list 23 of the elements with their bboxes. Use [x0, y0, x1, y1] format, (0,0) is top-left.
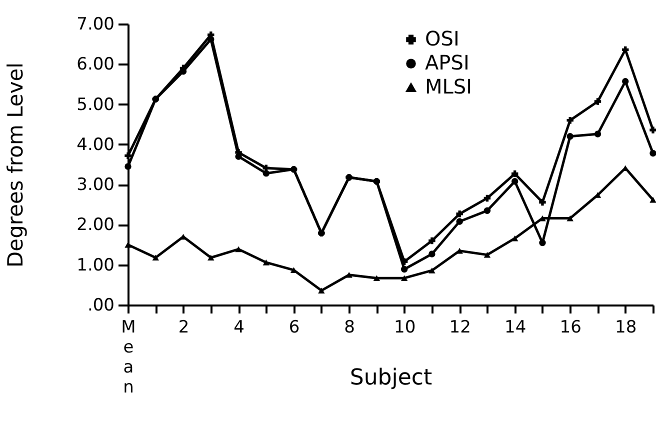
y-tick-label: 1.00 — [76, 255, 114, 276]
x-tick-label: 18 — [615, 318, 637, 338]
x-axis-title: Subject — [350, 366, 432, 390]
x-tick-label: 12 — [449, 318, 471, 338]
x-tick-label: 8 — [344, 318, 355, 338]
y-tick-label: 7.00 — [76, 14, 114, 34]
x-tick-label: 2 — [178, 318, 190, 338]
y-tick-label: 4.00 — [76, 134, 114, 155]
legend-label: APSI — [425, 50, 470, 75]
y-tick-label: .00 — [87, 296, 114, 316]
legend-label: MLSI — [425, 74, 472, 99]
x-tick-label: Mean — [121, 318, 136, 398]
y-tick-label: 2.00 — [76, 215, 114, 236]
legend-label: OSI — [425, 26, 460, 51]
y-axis-title: Degrees from Level — [4, 62, 28, 268]
x-tick-label: 16 — [560, 318, 582, 338]
y-tick-label: 5.00 — [76, 94, 114, 115]
y-tick-label: 6.00 — [76, 54, 114, 75]
x-tick-label: 4 — [234, 318, 244, 338]
x-tick-label: 14 — [504, 318, 526, 338]
x-tick-label: 10 — [394, 318, 416, 338]
x-tick-label: 6 — [288, 318, 300, 338]
y-tick-label: 3.00 — [76, 175, 114, 196]
